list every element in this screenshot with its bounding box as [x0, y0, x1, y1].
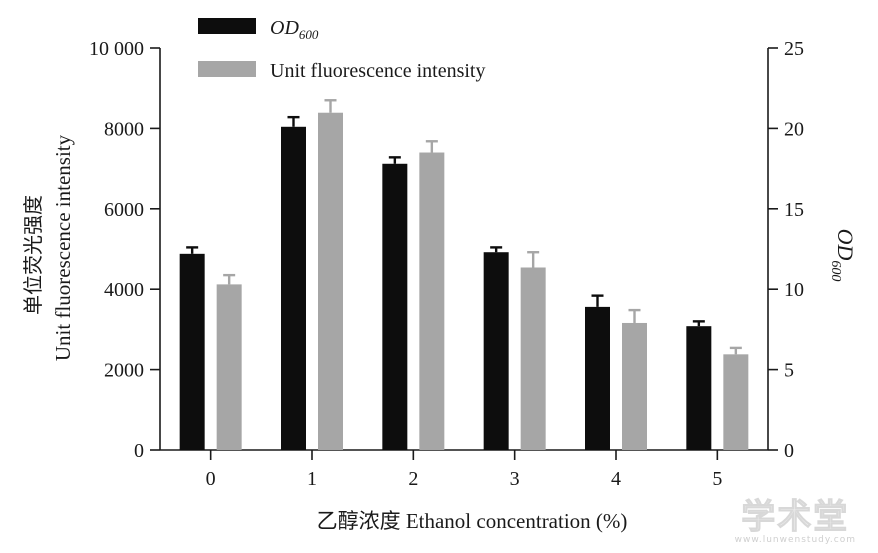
left-y-tick-label: 8000 [104, 118, 144, 140]
x-tick-label: 4 [611, 468, 621, 490]
legend-label-fluorescence: Unit fluorescence intensity [270, 60, 486, 82]
right-y-tick-label: 20 [784, 118, 804, 140]
bar-fluorescence [419, 152, 445, 450]
legend-swatch-od600 [198, 18, 256, 34]
bar-fluorescence [318, 112, 343, 451]
bar-fluorescence [723, 354, 749, 450]
x-tick-label: 0 [206, 468, 216, 490]
right-y-ticks: 0 5 10 15 20 25 [768, 38, 804, 462]
right-y-tick-label: 15 [784, 199, 804, 221]
bar-fluorescence [216, 284, 242, 450]
x-tick-label: 1 [307, 468, 317, 490]
bar-od600 [281, 126, 306, 451]
bars [179, 112, 749, 451]
bar-od600 [382, 163, 408, 450]
bar-fluorescence [520, 267, 546, 450]
axes [159, 48, 769, 451]
y-axis-label-right: OD600 [828, 229, 858, 282]
left-y-tick-label: 10 000 [89, 38, 144, 60]
watermark-logo: 学术堂 www.lunwenstudy.com [734, 497, 856, 546]
bar-od600 [585, 306, 610, 450]
left-y-tick-label: 6000 [104, 199, 144, 221]
right-y-tick-label: 0 [784, 440, 794, 462]
error-bars [186, 99, 742, 355]
bar-od600 [179, 253, 205, 450]
right-y-tick-label: 10 [784, 279, 804, 301]
left-y-tick-label: 0 [134, 440, 144, 462]
left-y-tick-label: 4000 [104, 279, 144, 301]
x-ticks: 0 1 2 3 4 5 [206, 450, 722, 490]
right-y-tick-label: 5 [784, 360, 794, 382]
x-tick-label: 5 [712, 468, 722, 490]
watermark-url: www.lunwenstudy.com [734, 535, 856, 545]
bar-fluorescence [622, 322, 647, 450]
legend-label-od600: OD600 [270, 17, 319, 42]
legend-swatch-fluorescence [198, 61, 256, 77]
x-tick-label: 2 [408, 468, 418, 490]
left-y-tick-label: 2000 [104, 360, 144, 382]
x-axis-label: 乙醇浓度 Ethanol concentration (%) [317, 509, 628, 533]
left-y-ticks: 0 2000 4000 6000 8000 10 000 [89, 38, 160, 462]
bar-od600 [686, 326, 712, 450]
y-axis-label-left-cn: 单位荧光强度 [22, 195, 45, 315]
right-y-tick-label: 25 [784, 38, 804, 60]
y-axis-label-left-en: Unit fluorescence intensity [51, 134, 75, 361]
bar-od600 [483, 252, 509, 450]
legend: OD600 Unit fluorescence intensity [198, 17, 486, 82]
watermark-text: 学术堂 [741, 497, 850, 537]
x-tick-label: 3 [510, 468, 520, 490]
